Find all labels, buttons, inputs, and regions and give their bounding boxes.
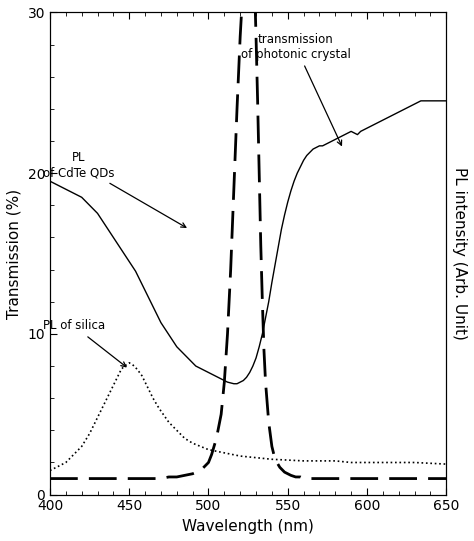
Text: PL of silica: PL of silica [43,319,126,367]
X-axis label: Wavelength (nm): Wavelength (nm) [182,519,314,534]
Y-axis label: Transmission (%): Transmission (%) [7,188,22,319]
Y-axis label: PL intensity (Arb. Unit): PL intensity (Arb. Unit) [452,167,467,340]
Text: PL
of CdTe QDs: PL of CdTe QDs [43,151,186,227]
Text: transmission
of photonic crystal: transmission of photonic crystal [241,32,351,146]
